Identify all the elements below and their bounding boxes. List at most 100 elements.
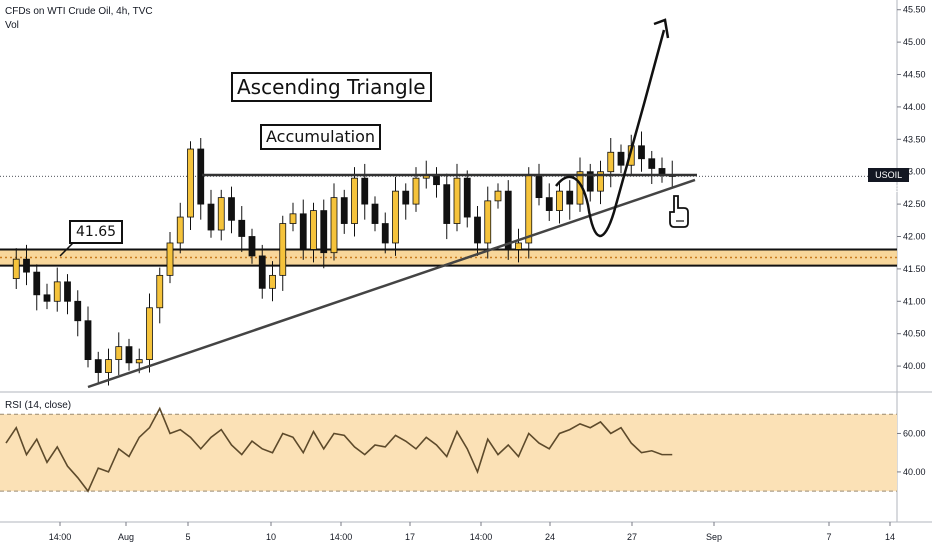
candle-body	[433, 174, 440, 186]
candle-body	[115, 346, 123, 361]
candle-body	[53, 281, 61, 302]
candle	[269, 261, 276, 302]
price-tick-label: 42.00	[903, 231, 926, 241]
candle-body	[607, 151, 615, 173]
candle-body	[197, 148, 205, 205]
time-tick-label: 17	[405, 532, 415, 542]
candle-body	[351, 177, 358, 224]
candle-body	[156, 274, 164, 309]
candle-body	[64, 281, 71, 302]
candle	[648, 150, 656, 185]
candle-body	[299, 213, 307, 250]
candle-body	[289, 213, 297, 224]
rsi-tick-label: 40.00	[903, 467, 926, 477]
candle-body	[638, 145, 645, 160]
candle	[392, 176, 399, 256]
candle-body	[392, 190, 399, 244]
candle	[638, 131, 645, 172]
time-tick-label: 10	[266, 532, 276, 542]
candle	[299, 199, 307, 260]
candle-body	[310, 210, 317, 250]
candle	[381, 212, 389, 254]
candle-body	[484, 200, 492, 244]
candle-body	[556, 190, 563, 211]
candle	[217, 189, 225, 241]
candle-body	[105, 359, 112, 373]
candle	[43, 283, 51, 310]
candle	[607, 138, 615, 188]
candle-body	[238, 219, 246, 237]
candle-body	[84, 320, 92, 361]
candle	[23, 244, 30, 286]
candle	[351, 167, 358, 237]
candle	[238, 206, 246, 253]
candle-body	[146, 307, 153, 361]
candle	[258, 244, 266, 299]
candle-body	[504, 190, 512, 250]
candle-body	[217, 197, 225, 231]
candle	[340, 189, 348, 234]
candle	[371, 196, 379, 232]
candle	[443, 173, 451, 240]
candle	[84, 306, 92, 368]
price-tick-label: 41.00	[903, 296, 926, 306]
candle-body	[258, 255, 266, 289]
candle-body	[463, 177, 471, 218]
candle	[207, 189, 215, 238]
time-tick-label: 27	[627, 532, 637, 542]
price-tick-label: 40.00	[903, 361, 926, 371]
candle	[94, 351, 102, 383]
arrow-head	[653, 18, 670, 39]
candle	[156, 267, 164, 324]
time-tick-label: Sep	[706, 532, 722, 542]
pattern-title-label: Ascending Triangle	[231, 72, 432, 102]
candle-body	[535, 174, 543, 199]
candle	[474, 206, 481, 256]
candle-body	[279, 223, 287, 276]
candle	[330, 183, 338, 261]
candle	[463, 170, 471, 228]
price-tick-label: 42.50	[903, 199, 926, 209]
candle-body	[361, 177, 369, 205]
candle-body	[228, 197, 235, 221]
candle	[187, 141, 194, 231]
candle	[361, 163, 369, 220]
time-tick-label: 24	[545, 532, 555, 542]
candle-body	[515, 242, 522, 250]
accumulation-label: Accumulation	[260, 124, 382, 150]
candle-body	[402, 190, 410, 205]
projection-path	[555, 29, 666, 238]
candle-body	[566, 190, 574, 205]
candle-body	[545, 197, 553, 211]
rsi-line	[5, 406, 673, 493]
time-tick-label: 14:00	[330, 532, 353, 542]
candle-body	[381, 223, 389, 244]
ticker-label: USOIL	[875, 170, 902, 180]
candle-body	[43, 294, 51, 302]
candle-body	[166, 242, 174, 276]
candle-body	[443, 184, 451, 224]
support-zone	[0, 249, 897, 266]
time-tick-label: 5	[185, 532, 190, 542]
price-callout-label: 41.65	[69, 220, 124, 244]
candle-body	[320, 210, 328, 254]
candle	[146, 293, 153, 373]
price-value: 42.93	[877, 184, 900, 194]
ascending-trendline	[87, 178, 696, 389]
candle	[115, 332, 123, 376]
time-tick-label: 14:00	[470, 532, 493, 542]
candle	[597, 160, 604, 205]
rsi-label: RSI (14, close)	[5, 400, 72, 411]
price-tick-label: 43.50	[903, 134, 926, 144]
candle-body	[453, 177, 461, 224]
candle-body	[525, 174, 533, 244]
symbol-title: CFDs on WTI Crude Oil, 4h, TVC	[5, 6, 153, 17]
candle-body	[74, 300, 82, 322]
price-tick-label: 44.50	[903, 70, 926, 80]
candle-body	[176, 216, 184, 244]
price-tick-label: 43.00	[903, 167, 926, 177]
candle	[166, 231, 174, 284]
candle	[33, 264, 41, 311]
candle-body	[648, 158, 656, 169]
